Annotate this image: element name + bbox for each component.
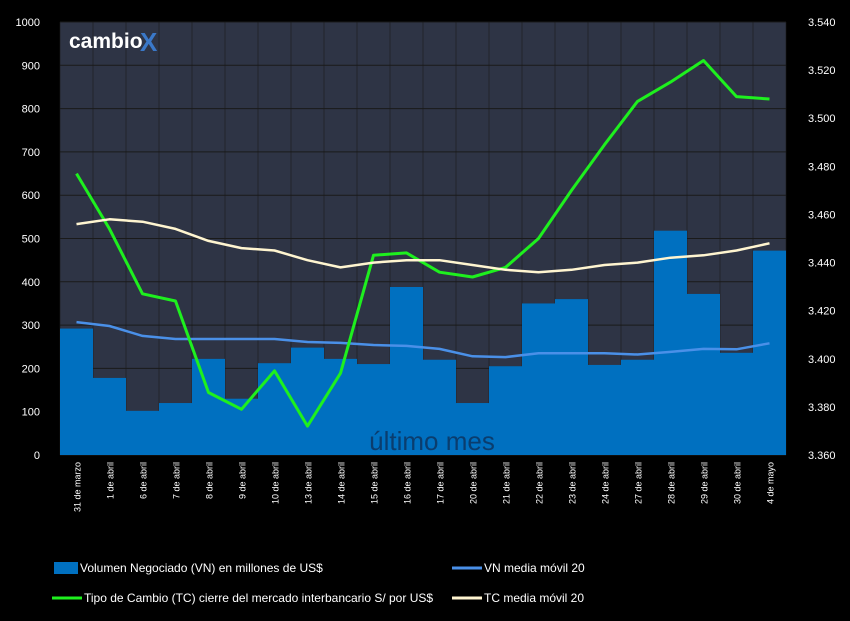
x-tick-label: 6 de abril: [139, 462, 149, 499]
x-tick-label: 17 de abril: [436, 462, 446, 504]
watermark-text: último mes: [369, 426, 495, 456]
bar: [555, 299, 588, 455]
left-tick-label: 100: [22, 407, 40, 419]
bar: [456, 403, 489, 455]
line-series: [75, 59, 770, 428]
logo: cambio X: [69, 27, 158, 57]
series-line-3: [76, 218, 770, 274]
left-tick-label: 300: [22, 320, 40, 332]
x-tick-label: 21 de abril: [502, 462, 512, 504]
x-tick-label: 1 de abril: [106, 462, 116, 499]
right-tick-label: 3.400: [808, 354, 836, 366]
x-tick-label: 13 de abril: [304, 462, 314, 504]
legend-label-vn-ma: VN media móvil 20: [484, 561, 585, 575]
left-tick-label: 0: [34, 450, 40, 462]
left-tick-label: 400: [22, 277, 40, 289]
right-tick-label: 3.460: [808, 209, 836, 221]
bar: [588, 364, 621, 455]
legend-label-tc: Tipo de Cambio (TC) cierre del mercado i…: [84, 591, 433, 605]
bar: [522, 303, 555, 455]
bar: [687, 293, 720, 455]
x-tick-label: 9 de abril: [238, 462, 248, 499]
legend-label-vn: Volumen Negociado (VN) en millones de US…: [80, 561, 323, 575]
legend-swatch-vn-bar: [54, 562, 78, 574]
bar: [60, 328, 93, 455]
x-axis-ticks: 31 de marzo 1 de abril 6 de abril 7 de abri…: [73, 462, 776, 512]
legend-label-tc-ma: TC media móvil 20: [484, 591, 584, 605]
legend: Volumen Negociado (VN) en millones de US…: [52, 561, 585, 605]
x-tick-label: 24 de abril: [601, 462, 611, 504]
x-tick-label: 31 de marzo: [73, 462, 83, 512]
bar: [489, 366, 522, 455]
x-tick-label: 23 de abril: [568, 462, 578, 504]
x-tick-label: 4 de mayo: [766, 462, 776, 504]
left-tick-label: 200: [22, 363, 40, 375]
bar: [291, 347, 324, 455]
right-tick-label: 3.360: [808, 450, 836, 462]
bar: [720, 352, 753, 455]
x-tick-label: 14 de abril: [337, 462, 347, 504]
left-tick-label: 600: [22, 190, 40, 202]
left-tick-label: 900: [22, 60, 40, 72]
bar: [753, 250, 786, 455]
bar: [654, 230, 687, 455]
right-tick-label: 3.480: [808, 161, 836, 173]
bar: [621, 359, 654, 455]
x-tick-label: 22 de abril: [535, 462, 545, 504]
x-tick-label: 15 de abril: [370, 462, 380, 504]
x-tick-label: 10 de abril: [271, 462, 281, 504]
left-tick-label: 1000: [16, 17, 40, 29]
right-tick-label: 3.520: [808, 65, 836, 77]
bar: [93, 377, 126, 455]
bar: [423, 359, 456, 455]
right-axis-ticks: 3.360 3.380 3.400 3.420 3.440 3.460 3.480 3.500…: [808, 17, 836, 462]
x-tick-label: 20 de abril: [469, 462, 479, 504]
bar: [126, 410, 159, 455]
x-tick-label: 7 de abril: [172, 462, 182, 499]
logo-text: cambio: [69, 30, 143, 53]
x-tick-label: 28 de abril: [667, 462, 677, 504]
bar: [159, 403, 192, 455]
bar: [390, 286, 423, 455]
bar-series: [60, 230, 786, 455]
bar: [192, 358, 225, 455]
series-line-2: [75, 59, 770, 428]
right-tick-label: 3.440: [808, 258, 836, 270]
series-line-1: [76, 320, 770, 359]
x-tick-label: 8 de abril: [205, 462, 215, 499]
right-tick-label: 3.540: [808, 17, 836, 29]
x-tick-label: 30 de abril: [733, 462, 743, 504]
left-tick-label: 700: [22, 147, 40, 159]
left-tick-label: 800: [22, 104, 40, 116]
right-tick-label: 3.500: [808, 113, 836, 125]
right-tick-label: 3.380: [808, 402, 836, 414]
x-tick-label: 27 de abril: [634, 462, 644, 504]
x-tick-label: 16 de abril: [403, 462, 413, 504]
left-axis-ticks: 0 100 200 300 400 500 600 700 800 900 1000: [16, 17, 40, 462]
left-tick-label: 500: [22, 234, 40, 246]
bar: [357, 364, 390, 455]
right-tick-label: 3.420: [808, 306, 836, 318]
x-tick-label: 29 de abril: [700, 462, 710, 504]
bar: [258, 363, 291, 455]
logo-mark: X: [140, 27, 158, 57]
